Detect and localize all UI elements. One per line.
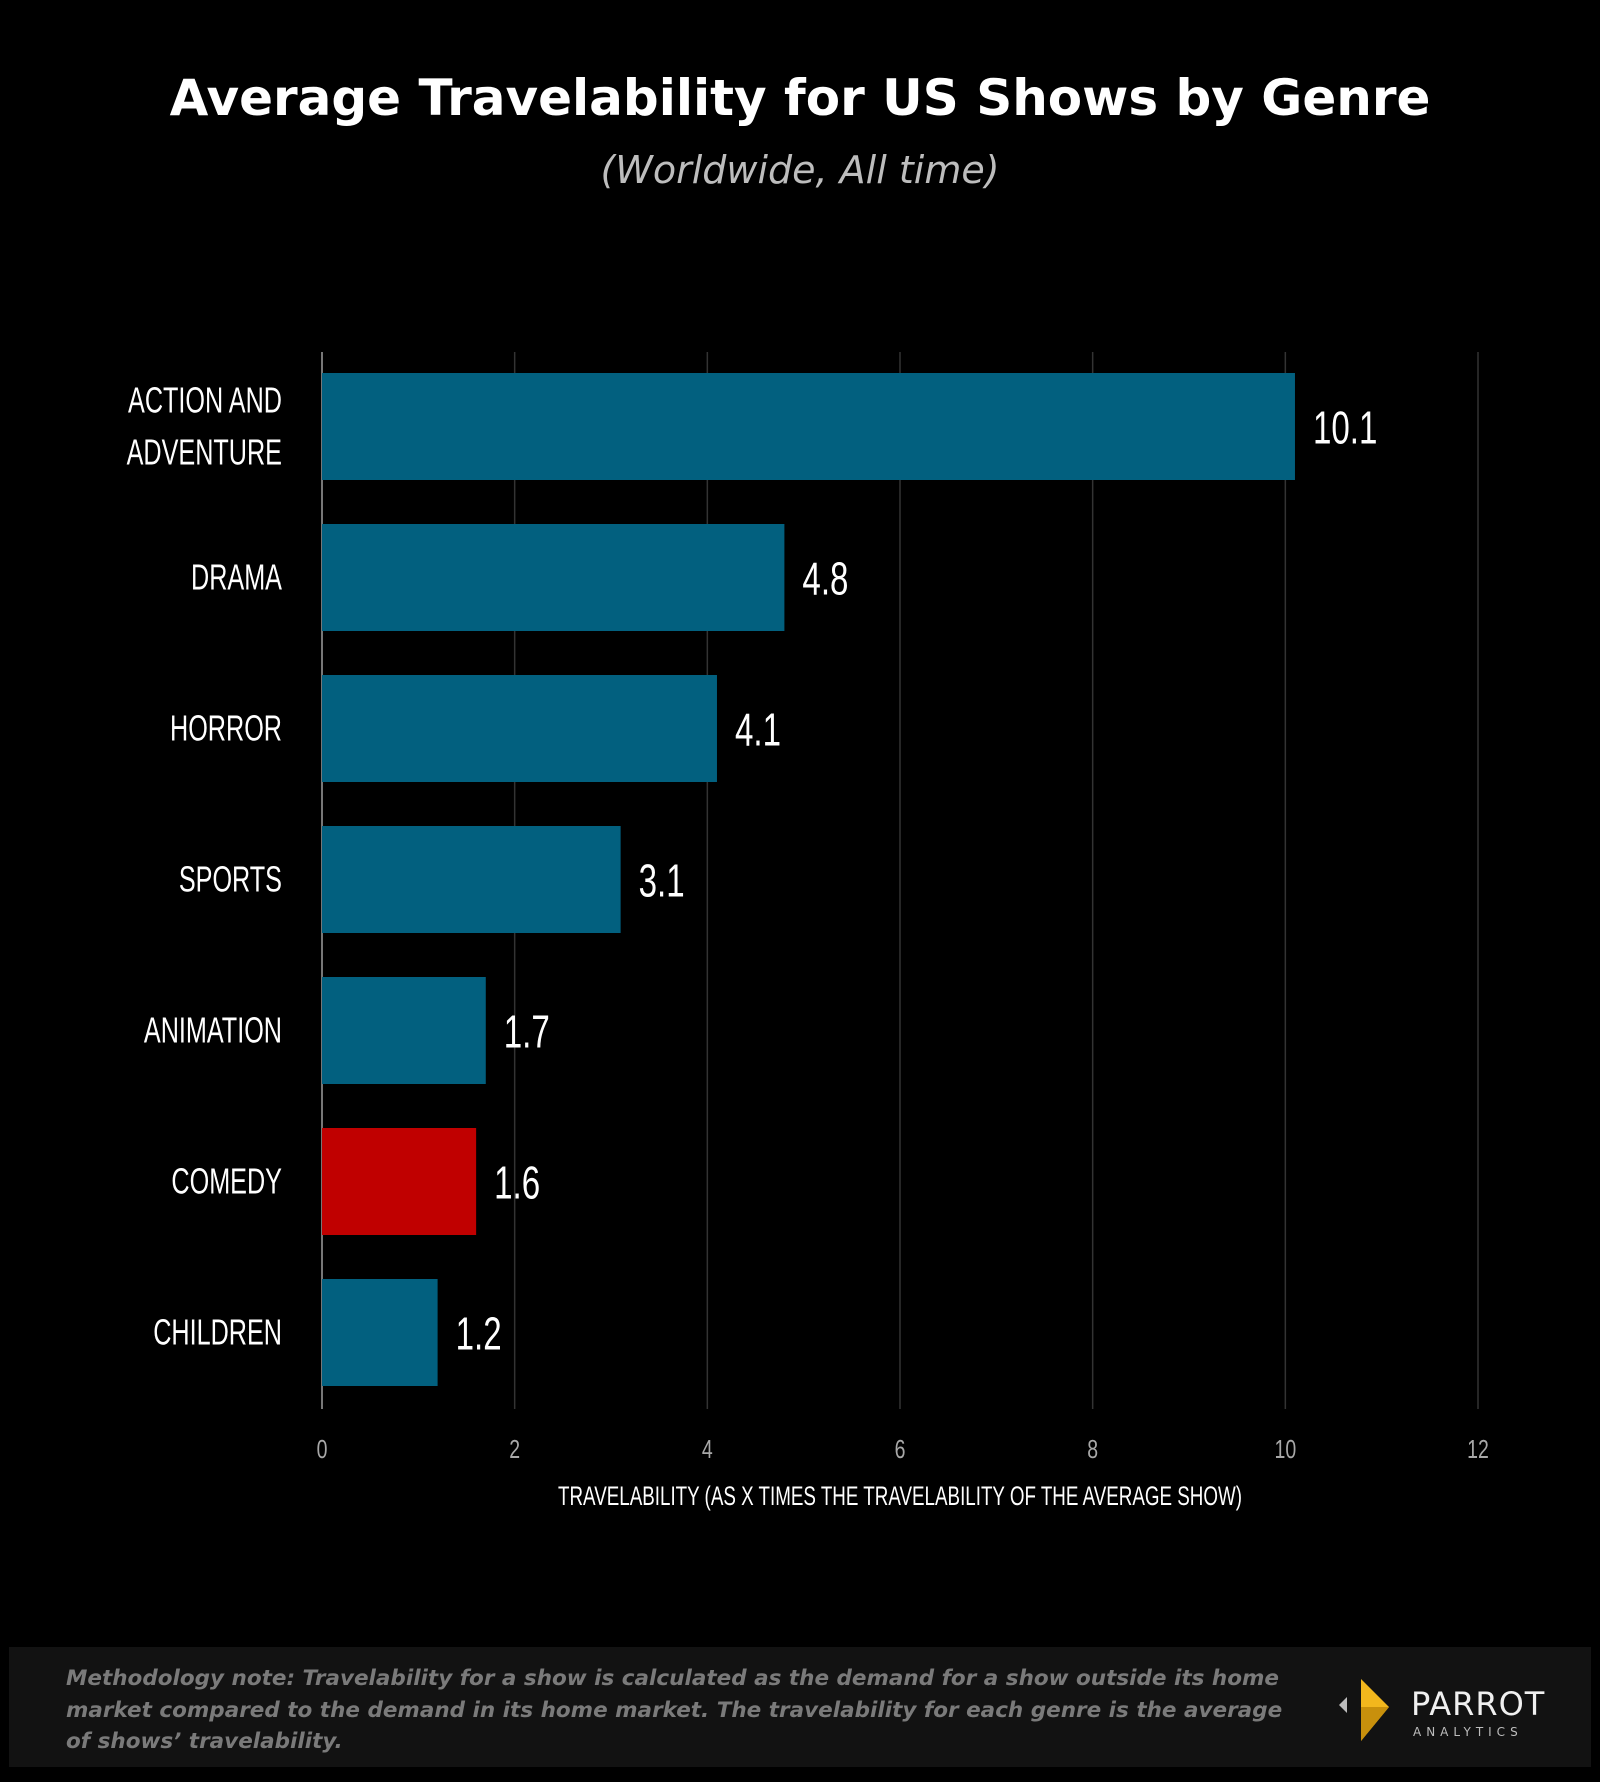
bar-chart: Average Travelability for US Shows by Ge…: [127, 69, 1489, 1511]
bar: [322, 977, 486, 1084]
category-label: DRAMA: [191, 557, 282, 598]
category-label: COMEDY: [171, 1161, 282, 1202]
x-tick-label: 12: [1467, 1434, 1489, 1463]
svg-text:PARROT: PARROT: [1411, 1685, 1545, 1723]
bar: [322, 524, 785, 631]
data-label: 1.2: [456, 1309, 502, 1359]
category-label: SPORTS: [179, 859, 282, 900]
x-tick-label: 4: [702, 1434, 713, 1463]
x-tick-label: 10: [1274, 1434, 1296, 1463]
category-label: ADVENTURE: [127, 432, 282, 473]
data-label: 3.1: [639, 856, 685, 906]
methodology-note: Methodology note: Travelability for a sh…: [66, 1666, 1283, 1754]
bar: [322, 1128, 477, 1235]
data-label: 1.6: [494, 1158, 540, 1208]
category-label: ANIMATION: [144, 1010, 282, 1051]
x-axis-label: TRAVELABILITY (AS X TIMES THE TRAVELABIL…: [558, 1481, 1242, 1511]
parrot-analytics-logo: PARROT ANALYTICS: [1339, 1669, 1579, 1749]
data-label: 4.1: [735, 705, 781, 755]
category-label: HORROR: [170, 708, 282, 749]
bar: [322, 1279, 438, 1386]
chart-subtitle: (Worldwide, All time): [600, 148, 999, 192]
data-label: 4.8: [802, 554, 848, 604]
x-tick-label: 2: [509, 1434, 520, 1463]
category-label: CHILDREN: [153, 1312, 282, 1353]
x-tick-label: 0: [317, 1434, 328, 1463]
x-tick-label: 8: [1087, 1434, 1098, 1463]
footer: Methodology note: Travelability for a sh…: [9, 1647, 1591, 1767]
data-label: 1.7: [504, 1007, 550, 1057]
bar: [322, 826, 621, 933]
data-label: 10.1: [1313, 403, 1377, 453]
x-tick-label: 6: [895, 1434, 906, 1463]
chart-title: Average Travelability for US Shows by Ge…: [170, 69, 1431, 127]
bar: [322, 675, 717, 782]
x-axis-ticks: 0 2 4 6 8 10 12: [317, 1434, 1489, 1463]
category-label: ACTION AND: [128, 380, 282, 421]
svg-text:ANALYTICS: ANALYTICS: [1413, 1725, 1523, 1739]
bars: 10.1 ACTION AND ADVENTURE 4.8 DRAMA 4.1 HORROR…: [127, 373, 1377, 1386]
bar: [322, 373, 1295, 480]
